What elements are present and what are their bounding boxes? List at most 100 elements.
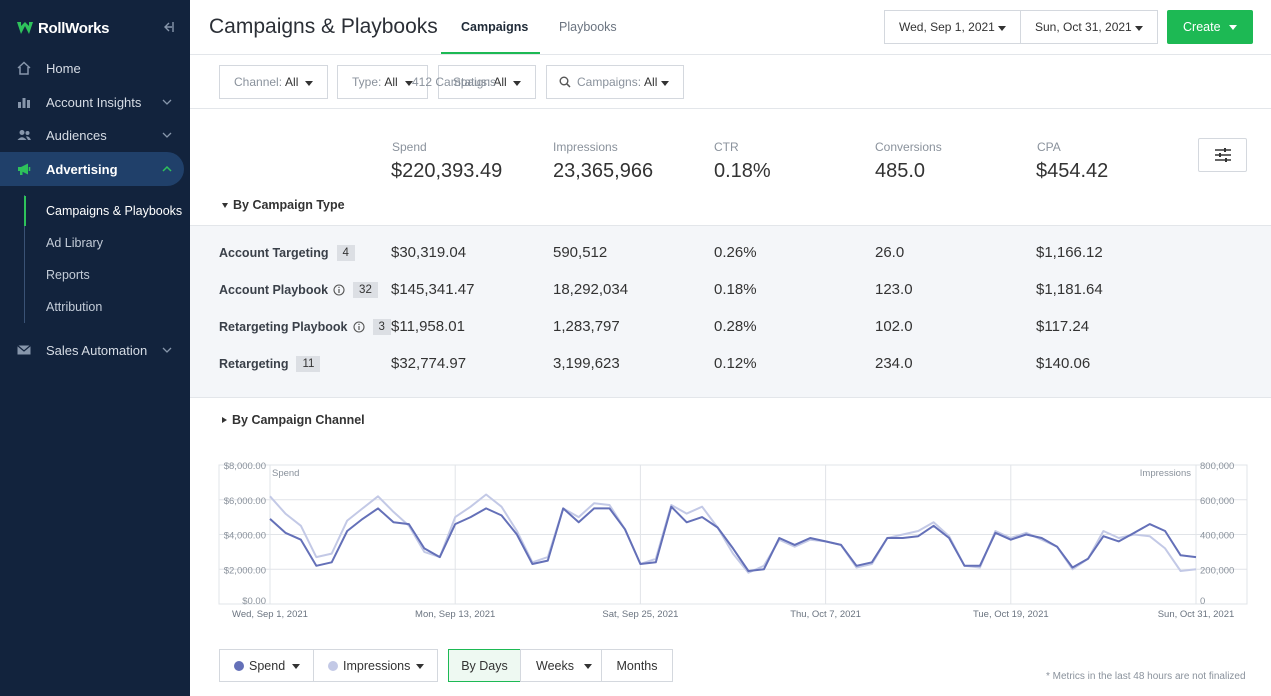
- status-filter[interactable]: Status: All: [438, 65, 536, 99]
- campaign-count: 412 Campaigns: [412, 75, 497, 89]
- filter-value: All: [384, 75, 398, 89]
- y-tick-label-left: $6,000.00: [224, 496, 266, 507]
- filter-value: All: [493, 75, 507, 89]
- end-date-picker[interactable]: Sun, Oct 31, 2021: [1020, 10, 1158, 44]
- table-row[interactable]: Account Targeting 4: [219, 245, 355, 261]
- active-tab-indicator: [441, 52, 540, 54]
- filter-value: All: [644, 75, 658, 89]
- metric-value-spend: $220,393.49: [391, 160, 503, 182]
- caret-down-icon: [222, 202, 228, 208]
- right-axis-label: Impressions: [1140, 468, 1191, 479]
- months-button[interactable]: Months: [601, 649, 673, 682]
- table-row[interactable]: Retargeting 11: [219, 356, 321, 372]
- table-row[interactable]: Retargeting Playbook 3: [219, 319, 391, 335]
- logo[interactable]: RollWorks: [17, 17, 110, 39]
- chevron-down-icon: [162, 99, 172, 105]
- cell-cpa: $140.06: [1036, 355, 1091, 372]
- cell-cpa: $117.24: [1036, 318, 1090, 335]
- info-icon[interactable]: [333, 284, 345, 296]
- bar-chart-icon: [18, 98, 30, 108]
- spend-series-line: [269, 505, 1197, 572]
- cell-cpa: $1,166.12: [1036, 244, 1103, 261]
- logo-text: RollWorks: [38, 19, 110, 37]
- caret-down-icon: [998, 26, 1006, 31]
- caret-down-icon: [405, 81, 413, 86]
- chevron-down-icon: [162, 347, 172, 353]
- sidebar-item-audiences[interactable]: Audiences: [0, 118, 184, 152]
- info-icon[interactable]: [352, 321, 365, 333]
- sidebar-item-label: Audiences: [46, 127, 107, 143]
- sidebar-item-label: Home: [46, 60, 81, 76]
- chevron-up-icon: [162, 165, 172, 172]
- x-tick-label: Sun, Oct 31, 2021: [1158, 609, 1235, 620]
- metrics-footnote: * Metrics in the last 48 hours are not f…: [1046, 671, 1246, 682]
- metric-label-conversions: Conversions: [875, 140, 942, 154]
- caret-down-icon: [305, 81, 313, 86]
- tab-playbooks[interactable]: Playbooks: [559, 20, 617, 34]
- count-badge: 4: [336, 245, 355, 261]
- table-row[interactable]: Account Playbook 32: [219, 282, 378, 298]
- channel-filter[interactable]: Channel: All: [219, 65, 328, 99]
- home-icon: [17, 61, 31, 75]
- spend-series-toggle[interactable]: Spend: [219, 649, 314, 682]
- x-tick-label: Mon, Sep 13, 2021: [415, 609, 495, 620]
- cell-cpa: $1,181.64: [1036, 281, 1103, 298]
- metric-label-impressions: Impressions: [553, 140, 618, 154]
- cell-conversions: 234.0: [875, 355, 913, 372]
- count-badge: 32: [353, 282, 378, 298]
- caret-down-icon: [513, 81, 521, 86]
- sidebar-item-account-insights[interactable]: Account Insights: [0, 85, 184, 119]
- search-icon: [559, 76, 571, 88]
- start-date-picker[interactable]: Wed, Sep 1, 2021: [884, 10, 1021, 44]
- series-label: Impressions: [343, 658, 411, 673]
- metric-value-impressions: 23,365,966: [553, 160, 654, 182]
- by-campaign-type-toggle[interactable]: By Campaign Type: [222, 198, 345, 212]
- sidebar-item-advertising[interactable]: Advertising: [0, 152, 184, 186]
- campaign-type-table: Account Targeting 4 $30,319.04 590,512 0…: [190, 225, 1271, 398]
- y-tick-label-right: 800,000: [1200, 461, 1234, 472]
- type-filter[interactable]: Type: All: [337, 65, 428, 99]
- header: Campaigns & Playbooks Campaigns Playbook…: [190, 0, 1271, 55]
- metric-label-ctr: CTR: [714, 140, 739, 154]
- cell-spend: $30,319.04: [391, 244, 467, 261]
- cell-impressions: 3,199,623: [553, 355, 620, 372]
- campaigns-filter[interactable]: Campaigns: All: [546, 65, 684, 99]
- metric-label-spend: Spend: [392, 140, 427, 154]
- column-settings-button[interactable]: [1198, 138, 1247, 172]
- collapse-sidebar-icon[interactable]: [160, 19, 176, 35]
- cell-impressions: 590,512: [553, 244, 608, 261]
- cell-ctr: 0.26%: [714, 244, 757, 261]
- sidebar-item-sales-automation[interactable]: Sales Automation: [0, 333, 184, 367]
- y-tick-label-left: $2,000.00: [224, 565, 266, 576]
- sidebar-subitem-ad-library[interactable]: Ad Library: [46, 236, 103, 250]
- spend-legend-dot: [234, 660, 244, 671]
- metric-value-conversions: 485.0: [875, 160, 926, 182]
- by-days-button[interactable]: By Days: [448, 649, 521, 682]
- sidebar-item-label: Advertising: [46, 161, 118, 177]
- submenu-active-indicator: [24, 196, 26, 226]
- tab-campaigns[interactable]: Campaigns: [461, 20, 529, 34]
- sidebar-subitem-campaigns-playbooks[interactable]: Campaigns & Playbooks: [46, 204, 183, 218]
- sidebar-item-home[interactable]: Home: [0, 51, 184, 85]
- sidebar-subitem-attribution[interactable]: Attribution: [46, 300, 103, 314]
- create-button[interactable]: Create: [1167, 10, 1253, 44]
- weeks-button[interactable]: Weeks: [520, 649, 602, 682]
- megaphone-icon: [18, 163, 31, 175]
- submenu-line: [24, 195, 25, 323]
- cell-conversions: 102.0: [875, 318, 913, 335]
- caret-down-icon: [1135, 26, 1143, 31]
- filter-bar: Channel: All Type: All Status: All Campaign…: [190, 55, 1271, 109]
- y-tick-label-right: 0: [1200, 596, 1205, 607]
- row-name: Account Playbook: [219, 283, 329, 297]
- by-campaign-channel-toggle[interactable]: By Campaign Channel: [222, 413, 365, 427]
- impressions-series-toggle[interactable]: Impressions: [313, 649, 438, 682]
- y-tick-label-left: $8,000.00: [224, 461, 266, 472]
- count-badge: 11: [296, 356, 321, 372]
- sidebar-subitem-reports[interactable]: Reports: [46, 268, 90, 282]
- caret-down-icon: [584, 664, 592, 669]
- x-tick-label: Wed, Sep 1, 2021: [232, 609, 308, 620]
- row-name: Retargeting Playbook: [219, 320, 348, 334]
- caret-down-icon: [416, 664, 424, 669]
- y-tick-label-left: $4,000.00: [224, 531, 266, 542]
- button-label: Weeks: [536, 658, 574, 673]
